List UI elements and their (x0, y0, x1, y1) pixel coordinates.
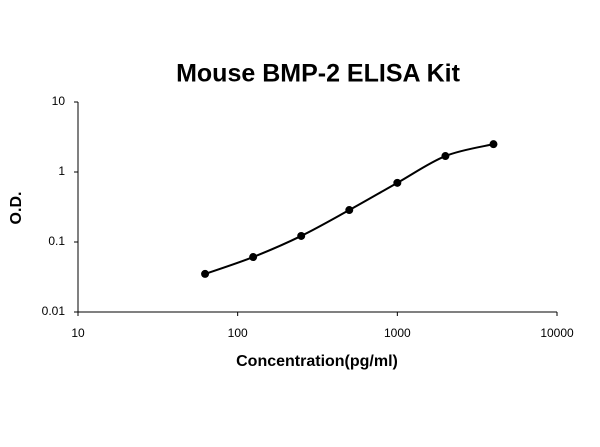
x-axis-label: Concentration(pg/ml) (236, 353, 398, 370)
data-point (201, 269, 210, 278)
data-point (249, 253, 258, 262)
data-point (345, 206, 354, 215)
y-tick-label: 1 (58, 164, 65, 178)
x-tick-label: 10 (71, 326, 85, 340)
x-tick-label: 100 (228, 326, 248, 340)
x-tick-label: 1000 (384, 326, 411, 340)
data-point (393, 178, 402, 187)
y-tick-label: 0.1 (48, 234, 65, 248)
x-tick-label: 10000 (540, 326, 574, 340)
data-point (441, 152, 450, 161)
data-point (489, 140, 498, 149)
data-point (297, 231, 306, 240)
y-tick-label: 10 (52, 94, 66, 108)
y-axis-label: O.D. (8, 192, 25, 225)
y-tick-label: 0.01 (42, 304, 66, 318)
chart-title: Mouse BMP-2 ELISA Kit (176, 60, 460, 88)
